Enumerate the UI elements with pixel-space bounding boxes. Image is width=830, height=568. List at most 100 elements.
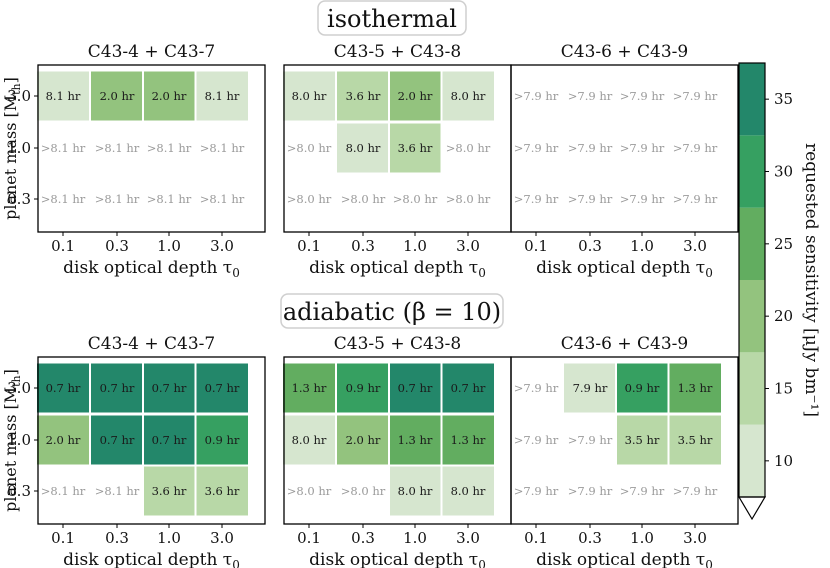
heatmap-cell: [389, 123, 441, 173]
x-axis-label: disk optical depth τ0: [536, 258, 713, 280]
panel: C43-6 + C43-9 >7.9 hr 7.9 hr 0.9 hr 1.3 hr >7…: [510, 334, 739, 568]
x-tick-label: 3.0: [683, 237, 707, 255]
x-tick-label: 0.1: [51, 237, 75, 255]
x-tick-label: 1.0: [630, 237, 654, 255]
cell-label: >7.9 hr: [568, 141, 613, 155]
cell-label: >8.0 hr: [341, 484, 386, 498]
x-axis-label: disk optical depth τ0: [63, 550, 240, 568]
heatmap-cell: [37, 415, 89, 465]
cell-label: 0.7 hr: [100, 433, 135, 447]
cell-label: 0.7 hr: [46, 381, 81, 395]
colorbar-tick-label: 10: [774, 452, 793, 470]
cell-label: 2.0 hr: [346, 433, 381, 447]
heatmap-cell: [283, 415, 335, 465]
cell-label: >8.1 hr: [41, 192, 86, 206]
cell-label: >7.9 hr: [514, 433, 559, 447]
panel: C43-6 + C43-9 >7.9 hr >7.9 hr >7.9 hr >7.9 h…: [510, 42, 739, 280]
heatmap-cell: [196, 363, 248, 413]
colorbar-tick-label: 25: [774, 235, 793, 253]
group-title-box: [317, 0, 467, 36]
colorbar-segment: [739, 352, 765, 425]
cell-label: >7.9 hr: [620, 141, 665, 155]
cell-label: 1.3 hr: [292, 381, 327, 395]
cell-label: >8.1 hr: [200, 141, 245, 155]
cell-label: 0.7 hr: [205, 381, 240, 395]
cell-label: 3.6 hr: [152, 484, 187, 498]
colorbar-extend: [737, 496, 767, 521]
panel-frame: [510, 356, 739, 525]
heatmap-cell: [91, 71, 143, 121]
x-tick-label: 0.3: [578, 529, 602, 547]
group-title: isothermal: [327, 5, 457, 33]
x-axis-label: disk optical depth τ0: [309, 550, 486, 568]
x-tick-label: 0.1: [524, 237, 548, 255]
heatmap-cell: [616, 363, 668, 413]
panel-title: C43-6 + C43-9: [561, 42, 688, 62]
x-tick-label: 0.3: [105, 529, 129, 547]
cell-label: >7.9 hr: [620, 89, 665, 103]
x-tick-label: 0.1: [297, 529, 321, 547]
x-tick-label: 1.0: [630, 529, 654, 547]
panel-title: C43-5 + C43-8: [334, 334, 461, 354]
cell-label: 8.0 hr: [451, 484, 486, 498]
colorbar-tick-label: 30: [774, 163, 793, 181]
y-tick-label: 0.3: [7, 482, 31, 500]
cell-label: >7.9 hr: [673, 89, 718, 103]
heatmap-cell: [389, 415, 441, 465]
x-tick-label: 3.0: [683, 529, 707, 547]
cell-label: >7.9 hr: [673, 484, 718, 498]
colorbar-tick-label: 20: [774, 307, 793, 325]
panel: C43-4 + C43-7 0.7 hr 0.7 hr 0.7 hr 0.7 hr 2.0…: [1, 334, 266, 568]
cell-label: 3.6 hr: [205, 484, 240, 498]
cell-label: >8.0 hr: [446, 192, 491, 206]
cell-label: 3.6 hr: [398, 141, 433, 155]
x-tick-label: 3.0: [456, 529, 480, 547]
cell-label: 2.0 hr: [152, 89, 187, 103]
cell-label: >8.0 hr: [287, 484, 332, 498]
x-tick-label: 0.3: [351, 237, 375, 255]
y-tick-label: 3.0: [7, 379, 31, 397]
cell-label: >7.9 hr: [514, 192, 559, 206]
cell-label: 8.0 hr: [292, 433, 327, 447]
heatmap-cell: [389, 71, 441, 121]
cell-label: 0.7 hr: [398, 381, 433, 395]
cell-label: >8.1 hr: [147, 141, 192, 155]
cell-label: >8.0 hr: [287, 141, 332, 155]
cell-label: >8.1 hr: [95, 484, 140, 498]
heatmap-cell: [143, 71, 195, 121]
heatmap-cell: [442, 363, 494, 413]
cell-label: >8.0 hr: [446, 141, 491, 155]
x-tick-label: 0.1: [297, 237, 321, 255]
x-tick-label: 1.0: [403, 237, 427, 255]
panel-frame: [510, 64, 739, 233]
heatmap-cell: [337, 415, 389, 465]
cell-label: 8.0 hr: [451, 89, 486, 103]
colorbar: 10 15 20 25 30 35 requested sensitivity [μJy b…: [737, 62, 821, 521]
cell-label: 0.7 hr: [152, 381, 187, 395]
heatmap-cell: [337, 123, 389, 173]
cell-label: 0.9 hr: [205, 433, 240, 447]
cell-label: >7.9 hr: [514, 141, 559, 155]
heatmap-cell: [669, 415, 721, 465]
x-tick-label: 3.0: [210, 237, 234, 255]
cell-label: >7.9 hr: [620, 484, 665, 498]
panel-title: C43-4 + C43-7: [88, 42, 215, 62]
cell-label: 8.0 hr: [292, 89, 327, 103]
heatmap-cell: [37, 71, 89, 121]
y-tick-label: 1.0: [7, 139, 31, 157]
cell-label: >7.9 hr: [514, 89, 559, 103]
heatmap-cell: [143, 466, 195, 516]
cell-label: >7.9 hr: [568, 192, 613, 206]
x-tick-label: 0.3: [578, 237, 602, 255]
heatmap-cell: [283, 71, 335, 121]
cell-label: >8.1 hr: [147, 192, 192, 206]
y-tick-label: 3.0: [7, 87, 31, 105]
colorbar-segment: [739, 280, 765, 353]
x-axis-label: disk optical depth τ0: [536, 550, 713, 568]
cell-label: 3.5 hr: [625, 433, 660, 447]
heatmap-cell: [337, 71, 389, 121]
heatmap-cell: [442, 466, 494, 516]
heatmap-cell: [143, 363, 195, 413]
cell-label: 8.0 hr: [398, 484, 433, 498]
